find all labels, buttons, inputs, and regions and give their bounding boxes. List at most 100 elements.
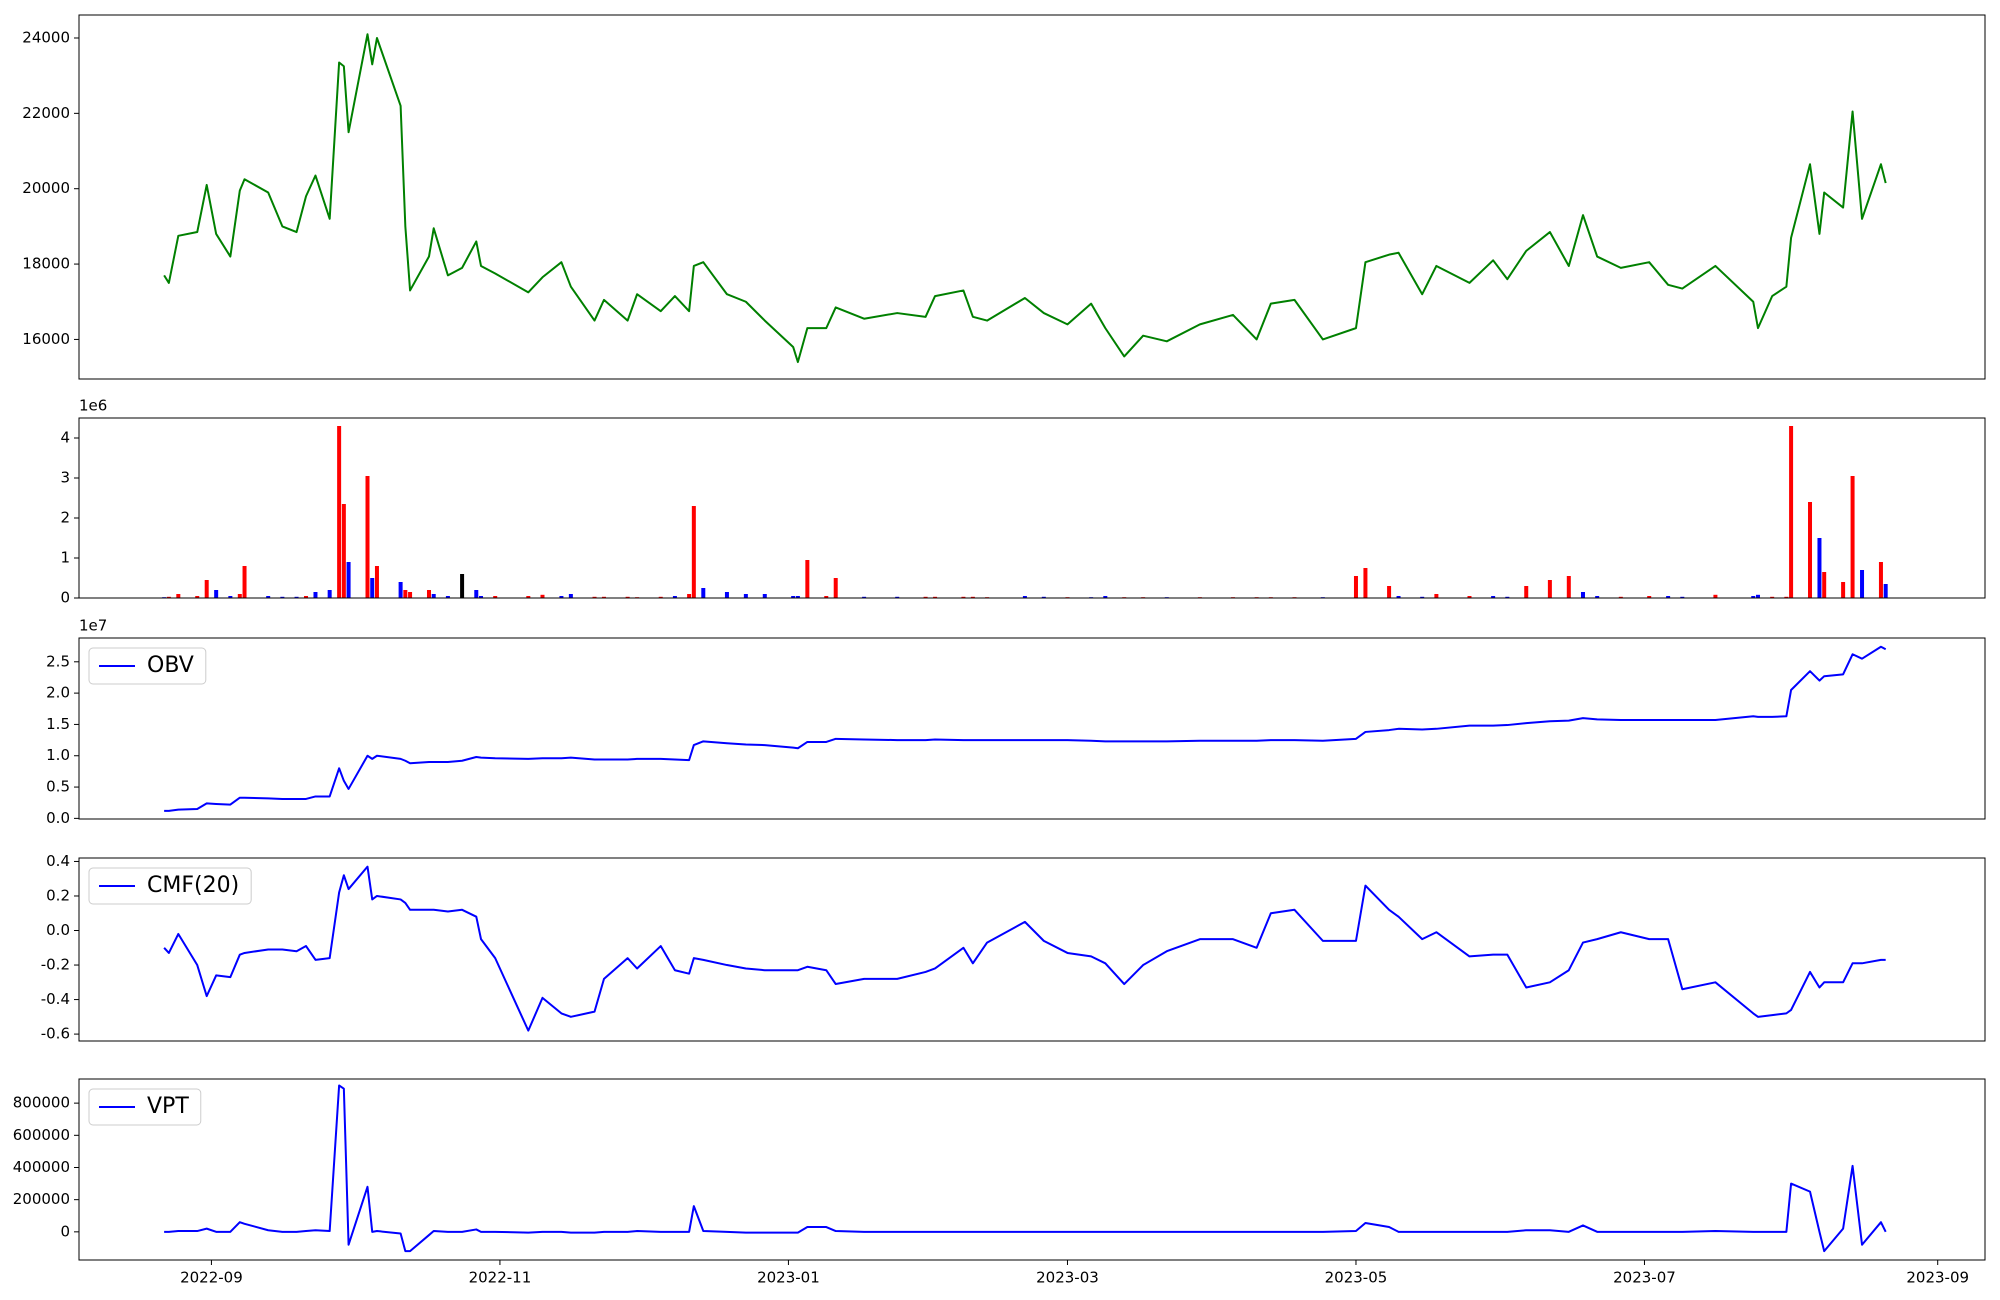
x-tick-label: 2023-03 xyxy=(1036,1269,1099,1287)
volume-bar xyxy=(1363,568,1368,598)
volume-bar xyxy=(1784,596,1789,598)
volume-bar xyxy=(724,592,729,598)
volume-bar xyxy=(266,596,271,598)
volume-bar xyxy=(1505,596,1510,598)
volume-bar xyxy=(795,596,800,598)
y-tick-label: -0.2 xyxy=(41,956,70,974)
volume-bar xyxy=(1817,538,1822,598)
volume-bar xyxy=(791,596,796,598)
volume-bar xyxy=(365,476,370,598)
series-line xyxy=(164,1084,1887,1253)
volume-bar xyxy=(687,594,692,598)
y-tick-label: 0 xyxy=(60,1222,70,1240)
x-tick-label: 2022-09 xyxy=(180,1269,243,1287)
volume-bar xyxy=(895,596,900,598)
volume-bar xyxy=(1467,596,1472,598)
y-tick-label: 1.5 xyxy=(46,715,70,733)
series-line xyxy=(163,865,1886,1032)
volume-bar xyxy=(1647,596,1652,598)
volume-bar xyxy=(408,592,413,598)
volume-bar xyxy=(1580,592,1585,598)
panel: 16000 18000 20000 22000 24000 xyxy=(22,14,1986,380)
volume-bar xyxy=(280,596,285,598)
y-tick-label: 0.4 xyxy=(46,852,70,870)
legend-box xyxy=(88,647,207,685)
y-tick-label: 0.0 xyxy=(46,921,70,939)
volume-bar xyxy=(1420,596,1425,598)
volume-bar xyxy=(1850,476,1855,598)
volume-bar xyxy=(1547,580,1552,598)
volume-bar xyxy=(337,426,342,598)
y-tick-label: 600000 xyxy=(13,1126,70,1144)
y-tick-label: 1 xyxy=(60,549,70,567)
volume-bar xyxy=(176,594,181,598)
x-tick-label: 2023-09 xyxy=(1906,1269,1969,1287)
volume-bar xyxy=(1566,576,1571,598)
volume-bar xyxy=(672,596,677,598)
volume-bar xyxy=(933,596,938,598)
volume-bar xyxy=(540,594,545,598)
volume-bar xyxy=(1434,594,1439,598)
volume-bar xyxy=(1808,502,1813,598)
volume-bar xyxy=(445,596,450,598)
offset-label: 1e7 xyxy=(79,617,107,635)
volume-bar xyxy=(341,504,346,598)
legend-label: CMF(20) xyxy=(147,873,239,898)
y-tick-label: 200000 xyxy=(13,1190,70,1208)
y-tick-label: 18000 xyxy=(22,255,70,273)
volume-bar xyxy=(474,590,479,598)
volume-bar xyxy=(398,582,403,598)
volume-bar xyxy=(1387,586,1392,598)
volume-bar xyxy=(1755,594,1760,598)
y-tick-label: 4 xyxy=(60,429,70,447)
y-tick-label: 20000 xyxy=(22,179,70,197)
volume-bar xyxy=(431,594,436,598)
volume-bar xyxy=(1789,426,1794,598)
volume-bar xyxy=(374,566,379,598)
axes-frame xyxy=(78,637,1986,820)
panel: 0.0 0.5 1.0 1.5 2.0 2.5 1e7 OBV xyxy=(46,617,1986,827)
volume-bar xyxy=(1524,586,1529,598)
volume-bar xyxy=(214,590,219,598)
volume-bar xyxy=(1022,596,1027,598)
y-tick-label: 800000 xyxy=(13,1094,70,1112)
legend-box xyxy=(88,867,252,905)
panel: -0.6 -0.4 -0.2 0.0 0.2 0.4 CMF(20) xyxy=(41,852,1986,1043)
volume-bar xyxy=(1770,596,1775,598)
volume-bar xyxy=(805,560,810,598)
volume-bar xyxy=(592,596,597,598)
volume-bar xyxy=(1713,594,1718,598)
y-tick-label: 22000 xyxy=(22,104,70,122)
volume-bar xyxy=(1883,584,1888,598)
axes-frame xyxy=(78,1078,1986,1261)
volume-bar xyxy=(228,596,233,598)
y-tick-label: 400000 xyxy=(13,1158,70,1176)
offset-label: 1e6 xyxy=(79,397,107,415)
volume-bar xyxy=(1878,562,1883,598)
volume-bar xyxy=(1860,570,1865,598)
volume-bar xyxy=(658,596,663,598)
panel: 0 1 2 3 4 1e6 xyxy=(60,397,1986,607)
volume-bar xyxy=(1595,596,1600,598)
volume-bar xyxy=(743,594,748,598)
volume-bar xyxy=(195,596,200,598)
volume-bar xyxy=(370,578,375,598)
volume-bar xyxy=(701,588,706,598)
volume-bar xyxy=(568,594,573,598)
volume-bar xyxy=(625,596,630,598)
volume-bar xyxy=(403,590,408,598)
y-tick-label: 0.5 xyxy=(46,778,70,796)
volume-bar xyxy=(526,596,531,598)
volume-bar xyxy=(961,596,966,598)
volume-bar xyxy=(493,596,498,598)
y-tick-label: 0.0 xyxy=(46,809,70,827)
volume-bar xyxy=(824,596,829,598)
y-tick-label: -0.6 xyxy=(41,1025,70,1043)
volume-bar xyxy=(923,596,928,598)
legend-label: OBV xyxy=(147,653,194,678)
y-tick-label: 24000 xyxy=(22,28,70,46)
volume-bar xyxy=(762,594,767,598)
volume-bar xyxy=(1680,596,1685,598)
volume-bar xyxy=(833,578,838,598)
